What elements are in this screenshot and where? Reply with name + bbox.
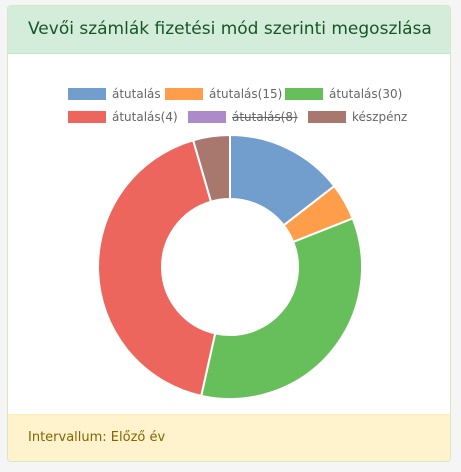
donut-slice[interactable] (97, 139, 217, 398)
card-footer: Intervallum: Előző év (8, 414, 450, 461)
donut-chart (97, 133, 363, 400)
donut-slice[interactable] (200, 217, 363, 400)
legend-swatch (165, 88, 203, 100)
legend-swatch (68, 88, 106, 100)
legend-swatch (308, 111, 346, 123)
legend-label: átutalás(8) (232, 110, 298, 124)
card-header: Vevői számlák fizetési mód szerinti mego… (8, 6, 450, 54)
chart-card: Vevői számlák fizetési mód szerinti mego… (7, 5, 451, 462)
legend-label: átutalás (112, 87, 161, 101)
legend-label: átutalás(4) (112, 110, 178, 124)
legend-swatch (188, 111, 226, 123)
legend-label: készpénz (352, 110, 408, 124)
legend-swatch (68, 111, 106, 123)
chart-area: átutalás átutalás(15) átutalás(30) átutalás… (8, 54, 450, 414)
interval-label: Intervallum: Előző év (28, 430, 166, 445)
legend-label: átutalás(30) (329, 87, 403, 101)
donut-slice[interactable] (191, 133, 231, 203)
legend-swatch (285, 88, 323, 100)
card-title: Vevői számlák fizetési mód szerinti mego… (28, 19, 432, 39)
legend-label: átutalás(15) (209, 87, 283, 101)
